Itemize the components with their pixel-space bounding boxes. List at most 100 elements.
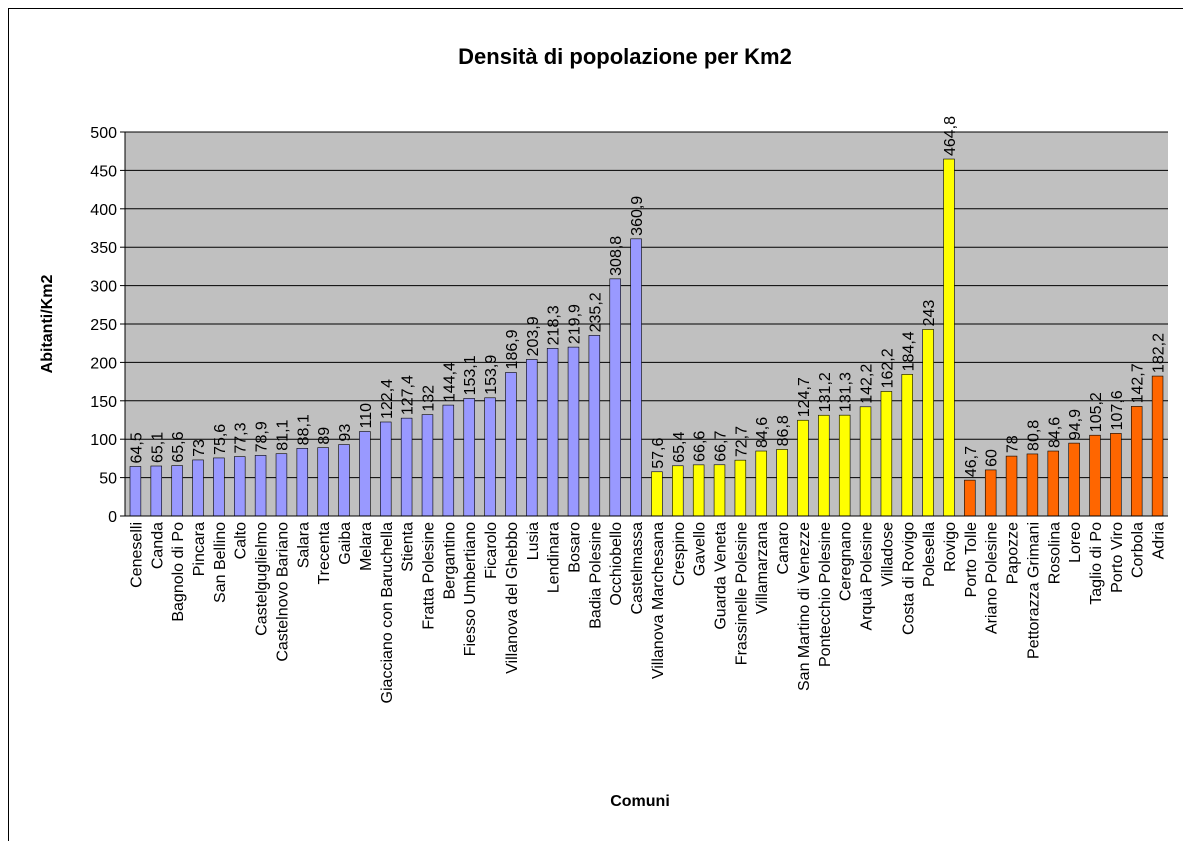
bar [129,466,142,517]
x-tick-label: Corbola [1130,522,1147,578]
bar [588,335,601,517]
y-tick-label: 300 [90,279,117,296]
x-tick-label: Papozze [1005,522,1022,584]
value-label: 219,9 [566,304,583,344]
bar [1047,450,1059,517]
value-label: 78,9 [254,421,271,452]
x-tick-label: Porto Viro [1109,522,1126,593]
value-label: 162,2 [879,348,896,388]
value-label: 66,6 [692,431,709,462]
bar [713,464,726,517]
chart-title: Densità di popolazione per Km2 [458,44,792,69]
bar [651,471,663,517]
value-label: 73 [191,439,208,457]
x-tick-label: Taglio di Po [1088,522,1105,605]
x-tick-label: Rovigo [942,522,959,572]
x-tick-label: Melara [358,522,375,571]
x-tick-label: Fiesso Umbertiano [462,522,479,656]
bar [672,465,684,517]
x-tick-label: Crespino [671,522,688,586]
x-axis-label: Comuni [610,793,670,810]
value-label: 60 [984,449,1001,467]
bar [275,453,288,517]
value-label: 94,9 [1067,409,1084,440]
value-label: 144,4 [441,362,458,402]
bar [818,414,830,517]
value-label: 80,8 [1025,420,1042,451]
bar [1151,375,1164,517]
bar [213,457,225,517]
x-tick-label: Adria [1151,522,1168,559]
bar [880,391,893,517]
value-label: 131,2 [817,372,834,412]
bar [1068,442,1080,517]
x-tick-label: Canda [149,522,166,569]
value-label: 235,2 [587,292,604,332]
value-label: 88,1 [295,414,312,445]
x-tick-label: Villadose [879,522,896,587]
value-label: 93 [337,424,354,442]
value-label: 46,7 [963,446,980,477]
bar [859,406,872,517]
value-label: 105,2 [1088,392,1105,432]
bar [359,431,371,517]
x-tick-label: Stienta [400,522,417,572]
bar [380,421,392,517]
bar [984,469,997,517]
x-tick-label: Lusia [525,522,542,560]
x-tick-label: Arquà Polesine [859,522,876,631]
bar [755,450,767,517]
x-tick-label: Ceregnano [838,522,855,601]
bar [171,465,183,517]
value-label: 64,5 [128,432,145,463]
value-label: 153,1 [462,355,479,395]
value-label: 65,6 [170,431,187,462]
value-label: 107,6 [1109,390,1126,430]
bar [505,372,517,517]
bar [526,359,538,517]
x-tick-label: Ariano Polesine [984,522,1001,634]
value-label: 464,8 [942,116,959,156]
x-tick-label: Villanova del Ghebbo [504,522,521,674]
x-tick-label: Gaiba [337,522,354,565]
y-tick-label: 350 [90,240,117,257]
x-tick-label: Rosolina [1046,522,1063,584]
y-tick-label: 500 [90,125,117,142]
value-label: 131,3 [838,372,855,412]
x-tick-label: Porto Tolle [963,522,980,597]
bar [797,419,809,517]
value-label: 57,6 [650,438,667,469]
bar [484,397,496,517]
bar [1005,455,1018,517]
value-label: 203,9 [525,316,542,356]
x-tick-label: Pettorazza Grimani [1025,522,1042,659]
x-tick-label: Calto [233,522,250,559]
y-tick-label: 150 [90,394,117,411]
bar [943,158,955,517]
x-tick-label: San Bellino [212,522,229,603]
bar [567,346,580,517]
value-label: 84,6 [1046,417,1063,448]
value-label: 243 [921,300,938,327]
x-tick-label: Trecenta [316,522,333,585]
x-tick-label: Frassinelle Polesine [733,522,750,665]
value-label: 89 [316,427,333,445]
value-label: 86,8 [775,415,792,446]
bar [400,417,413,517]
bar [296,448,309,517]
bar [192,459,204,517]
x-tick-label: Guarda Veneta [713,522,730,630]
x-tick-label: Castelnovo Bariano [274,522,291,662]
value-label: 142,7 [1130,363,1147,403]
x-tick-label: Salara [295,522,312,568]
x-tick-label: Bosaro [566,522,583,573]
x-tick-label: Lendinara [546,522,563,593]
bar [254,455,267,517]
x-tick-label: Polesella [921,522,938,587]
bar [609,278,621,517]
x-tick-label: San Martino di Venezze [796,522,813,691]
bar [630,238,642,517]
value-label: 142,2 [859,364,876,404]
y-tick-label: 250 [90,317,117,334]
